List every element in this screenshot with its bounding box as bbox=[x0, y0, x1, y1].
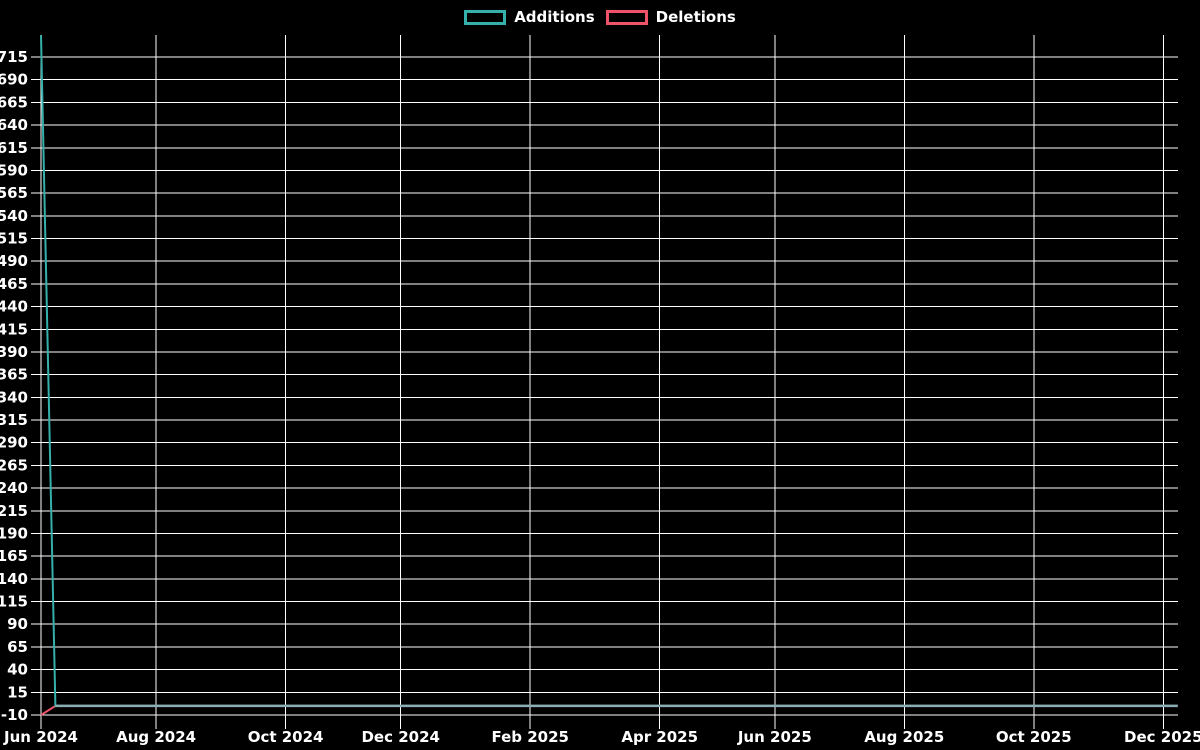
y-tick-label: 565 bbox=[0, 184, 28, 202]
additions-swatch-icon bbox=[464, 9, 507, 25]
x-tick-label: Aug 2025 bbox=[864, 728, 944, 746]
y-tick-label: 115 bbox=[0, 593, 28, 611]
y-tick-label: 490 bbox=[0, 252, 28, 270]
legend-label-additions: Additions bbox=[514, 8, 595, 26]
x-tick-label: Apr 2025 bbox=[621, 728, 698, 746]
y-tick-label: 315 bbox=[0, 411, 28, 429]
y-tick-label: 415 bbox=[0, 320, 28, 338]
y-tick-label: 40 bbox=[7, 661, 28, 679]
deletions-line bbox=[40, 704, 1178, 716]
legend-item-deletions[interactable]: Deletions bbox=[605, 8, 736, 26]
x-tick-label: Jun 2024 bbox=[3, 728, 78, 746]
y-tick-label: 665 bbox=[0, 93, 28, 111]
y-tick-label: -10 bbox=[1, 706, 28, 724]
gridlines bbox=[31, 35, 1178, 729]
y-tick-label: 590 bbox=[0, 161, 28, 179]
legend-label-deletions: Deletions bbox=[655, 8, 736, 26]
deletions-swatch-icon bbox=[605, 9, 648, 25]
y-tick-label: 140 bbox=[0, 570, 28, 588]
y-tick-label: 65 bbox=[7, 638, 28, 656]
y-tick-label: 365 bbox=[0, 366, 28, 384]
y-tick-label: 540 bbox=[0, 207, 28, 225]
x-tick-label: Aug 2024 bbox=[116, 728, 196, 746]
y-tick-label: 440 bbox=[0, 298, 28, 316]
x-tick-label: Dec 2025 bbox=[1124, 728, 1200, 746]
y-tick-label: 15 bbox=[7, 683, 28, 701]
y-tick-label: 190 bbox=[0, 524, 28, 542]
y-tick-label: 215 bbox=[0, 502, 28, 520]
y-tick-label: 715 bbox=[0, 48, 28, 66]
y-tick-label: 465 bbox=[0, 275, 28, 293]
x-tick-label: Dec 2024 bbox=[361, 728, 440, 746]
y-tick-label: 165 bbox=[0, 547, 28, 565]
y-tick-label: 90 bbox=[7, 615, 28, 633]
legend-item-additions[interactable]: Additions bbox=[464, 8, 595, 26]
x-tick-label: Jun 2025 bbox=[737, 728, 812, 746]
y-tick-label: 290 bbox=[0, 434, 28, 452]
y-tick-label: 265 bbox=[0, 456, 28, 474]
y-tick-label: 515 bbox=[0, 230, 28, 248]
chart-legend: Additions Deletions bbox=[0, 9, 1200, 25]
y-tick-label: 240 bbox=[0, 479, 28, 497]
y-tick-label: 390 bbox=[0, 343, 28, 361]
additions-line bbox=[40, 35, 1178, 707]
y-tick-label: 340 bbox=[0, 388, 28, 406]
y-tick-label: 615 bbox=[0, 139, 28, 157]
x-tick-label: Oct 2025 bbox=[996, 728, 1072, 746]
series-lines bbox=[40, 35, 1178, 716]
x-tick-label: Feb 2025 bbox=[491, 728, 569, 746]
x-tick-label: Oct 2024 bbox=[248, 728, 324, 746]
y-tick-label: 690 bbox=[0, 71, 28, 89]
y-axis-labels: -10 15 40 65 90 115 140 165 190 215 240 265 290 315 34… bbox=[0, 48, 28, 724]
y-tick-label: 640 bbox=[0, 116, 28, 134]
x-axis-labels: Jun 2024 Aug 2024 Oct 2024 Dec 2024 Feb 2025… bbox=[3, 728, 1200, 746]
